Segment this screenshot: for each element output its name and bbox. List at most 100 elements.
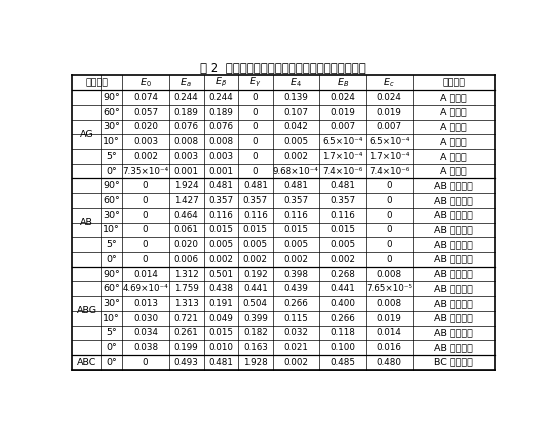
Text: 1.427: 1.427 <box>174 196 199 205</box>
Text: 0°: 0° <box>106 255 117 264</box>
Text: 0.015: 0.015 <box>284 226 309 234</box>
Text: 0.400: 0.400 <box>330 299 355 308</box>
Text: 0.399: 0.399 <box>243 314 268 323</box>
Text: 0.481: 0.481 <box>330 181 355 190</box>
Text: 0.003: 0.003 <box>133 137 158 146</box>
Text: 0.015: 0.015 <box>330 226 355 234</box>
Text: 0.357: 0.357 <box>283 196 309 205</box>
Text: 0: 0 <box>253 93 258 102</box>
Text: 0.441: 0.441 <box>243 284 268 293</box>
Text: 0.007: 0.007 <box>330 123 355 131</box>
Text: $E_B$: $E_B$ <box>337 76 348 89</box>
Text: 0.441: 0.441 <box>330 284 355 293</box>
Text: 7.65×10⁻⁵: 7.65×10⁻⁵ <box>366 284 412 293</box>
Text: 0.005: 0.005 <box>283 137 309 146</box>
Text: 0.005: 0.005 <box>243 240 268 249</box>
Text: ABG: ABG <box>76 306 96 315</box>
Text: A 相接地: A 相接地 <box>440 167 467 176</box>
Text: 1.928: 1.928 <box>243 358 268 367</box>
Text: AB 接地故障: AB 接地故障 <box>434 328 473 338</box>
Text: 7.4×10⁻⁶: 7.4×10⁻⁶ <box>322 167 363 176</box>
Text: 故障类型: 故障类型 <box>86 78 109 87</box>
Text: AB 接地故障: AB 接地故障 <box>434 343 473 352</box>
Text: 0.008: 0.008 <box>174 137 199 146</box>
Text: BC 相间故障: BC 相间故障 <box>434 358 473 367</box>
Text: 0.464: 0.464 <box>174 211 199 220</box>
Text: 0.189: 0.189 <box>208 108 233 117</box>
Text: $E_a$: $E_a$ <box>180 76 192 89</box>
Text: 0.485: 0.485 <box>330 358 355 367</box>
Text: 0.100: 0.100 <box>330 343 355 352</box>
Text: 0.107: 0.107 <box>284 108 309 117</box>
Text: $E_4$: $E_4$ <box>290 76 302 89</box>
Text: 0.002: 0.002 <box>243 255 268 264</box>
Text: AB 相间故障: AB 相间故障 <box>434 196 473 205</box>
Text: 0.010: 0.010 <box>208 343 233 352</box>
Text: 0.057: 0.057 <box>133 108 158 117</box>
Text: $E_\beta$: $E_\beta$ <box>215 76 227 89</box>
Text: 0.002: 0.002 <box>284 152 309 161</box>
Text: 0.357: 0.357 <box>330 196 355 205</box>
Text: $E_\gamma$: $E_\gamma$ <box>249 76 262 89</box>
Text: 0.005: 0.005 <box>330 240 355 249</box>
Text: 0.008: 0.008 <box>208 137 233 146</box>
Text: 0.002: 0.002 <box>133 152 158 161</box>
Text: 0: 0 <box>387 211 392 220</box>
Text: AB 接地故障: AB 接地故障 <box>434 299 473 308</box>
Text: AB 相间故障: AB 相间故障 <box>434 240 473 249</box>
Text: 0.005: 0.005 <box>283 240 309 249</box>
Text: 0.261: 0.261 <box>174 328 199 338</box>
Text: 0.116: 0.116 <box>284 211 309 220</box>
Text: 0.481: 0.481 <box>284 181 309 190</box>
Text: 0.504: 0.504 <box>243 299 268 308</box>
Text: 0.116: 0.116 <box>243 211 268 220</box>
Text: 7.35×10⁻⁴: 7.35×10⁻⁴ <box>123 167 169 176</box>
Text: 10°: 10° <box>103 226 120 234</box>
Text: 0.199: 0.199 <box>174 343 199 352</box>
Text: AB 相间故障: AB 相间故障 <box>434 284 473 293</box>
Text: 0.439: 0.439 <box>284 284 309 293</box>
Text: A 相接地: A 相接地 <box>440 108 467 117</box>
Text: 0.006: 0.006 <box>174 255 199 264</box>
Text: 5°: 5° <box>106 152 117 161</box>
Text: 10°: 10° <box>103 137 120 146</box>
Text: 0°: 0° <box>106 167 117 176</box>
Text: 0.189: 0.189 <box>174 108 199 117</box>
Text: 0.061: 0.061 <box>174 226 199 234</box>
Text: 1.7×10⁻⁴: 1.7×10⁻⁴ <box>322 152 363 161</box>
Text: 0.015: 0.015 <box>208 328 233 338</box>
Text: 0: 0 <box>253 167 258 176</box>
Text: 0.016: 0.016 <box>377 343 401 352</box>
Text: AB 接地故障: AB 接地故障 <box>434 314 473 323</box>
Text: 90°: 90° <box>103 93 120 102</box>
Text: AB 相间故障: AB 相间故障 <box>434 211 473 220</box>
Text: 0.015: 0.015 <box>243 226 268 234</box>
Text: 0: 0 <box>387 255 392 264</box>
Text: 0.002: 0.002 <box>284 255 309 264</box>
Text: 0.076: 0.076 <box>208 123 233 131</box>
Text: 0.005: 0.005 <box>208 240 233 249</box>
Text: 9.68×10⁻⁴: 9.68×10⁻⁴ <box>273 167 319 176</box>
Text: AB 相间故障: AB 相间故障 <box>434 255 473 264</box>
Text: A 相接地: A 相接地 <box>440 152 467 161</box>
Text: 0.013: 0.013 <box>133 299 158 308</box>
Text: 0.001: 0.001 <box>174 167 199 176</box>
Text: 0.032: 0.032 <box>284 328 309 338</box>
Text: 0: 0 <box>387 196 392 205</box>
Text: AB: AB <box>80 218 93 227</box>
Text: 0°: 0° <box>106 358 117 367</box>
Text: 7.4×10⁻⁶: 7.4×10⁻⁶ <box>369 167 409 176</box>
Text: 0.019: 0.019 <box>377 314 401 323</box>
Text: 0.019: 0.019 <box>330 108 355 117</box>
Text: 0.357: 0.357 <box>208 196 233 205</box>
Text: A 相接地: A 相接地 <box>440 123 467 131</box>
Text: 60°: 60° <box>103 196 120 205</box>
Text: 6.5×10⁻⁴: 6.5×10⁻⁴ <box>322 137 363 146</box>
Text: AB 相间故障: AB 相间故障 <box>434 181 473 190</box>
Text: 0.034: 0.034 <box>133 328 158 338</box>
Text: 0.501: 0.501 <box>208 270 233 279</box>
Text: 0.116: 0.116 <box>330 211 355 220</box>
Text: 0: 0 <box>143 181 148 190</box>
Text: 0.008: 0.008 <box>377 270 402 279</box>
Text: 0: 0 <box>253 137 258 146</box>
